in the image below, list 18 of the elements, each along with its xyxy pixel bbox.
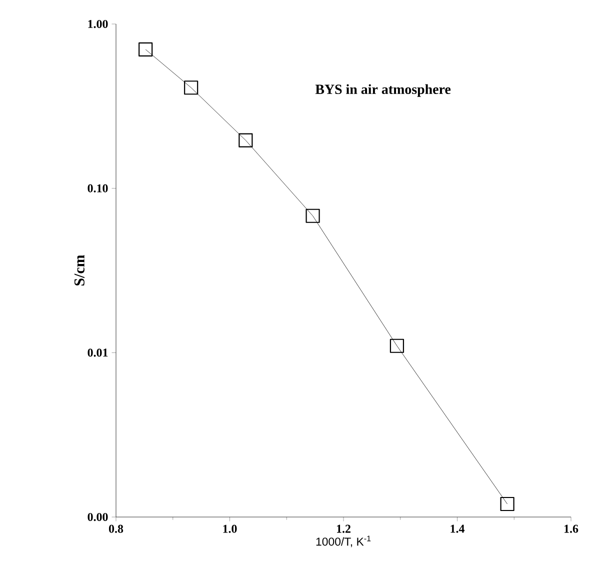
- y-tick-label: 0.01: [88, 348, 108, 357]
- x-axis-title: 1000/T, K$^{-1}$: [316, 536, 371, 548]
- point: [390, 338, 404, 353]
- point: [184, 80, 198, 95]
- x-tick-label: 0.8: [108, 524, 124, 533]
- point: [138, 42, 153, 57]
- x-tick-label: 1.2: [336, 524, 350, 533]
- y-tick-label: 0.10: [88, 184, 108, 192]
- annotation: BYS in air atmosphere: [315, 84, 451, 97]
- y-tick-label: 1.00: [88, 20, 108, 28]
- x-tick-label: 1.0: [223, 524, 237, 533]
- point: [238, 133, 253, 148]
- x-tick-label: 1.6: [564, 524, 578, 533]
- point: [500, 496, 514, 512]
- x-tick-label: 1.4: [450, 524, 464, 533]
- y-tick-label: 0.00: [88, 512, 108, 522]
- point: [306, 208, 320, 223]
- y-axis-title: S/cm: [74, 254, 84, 286]
